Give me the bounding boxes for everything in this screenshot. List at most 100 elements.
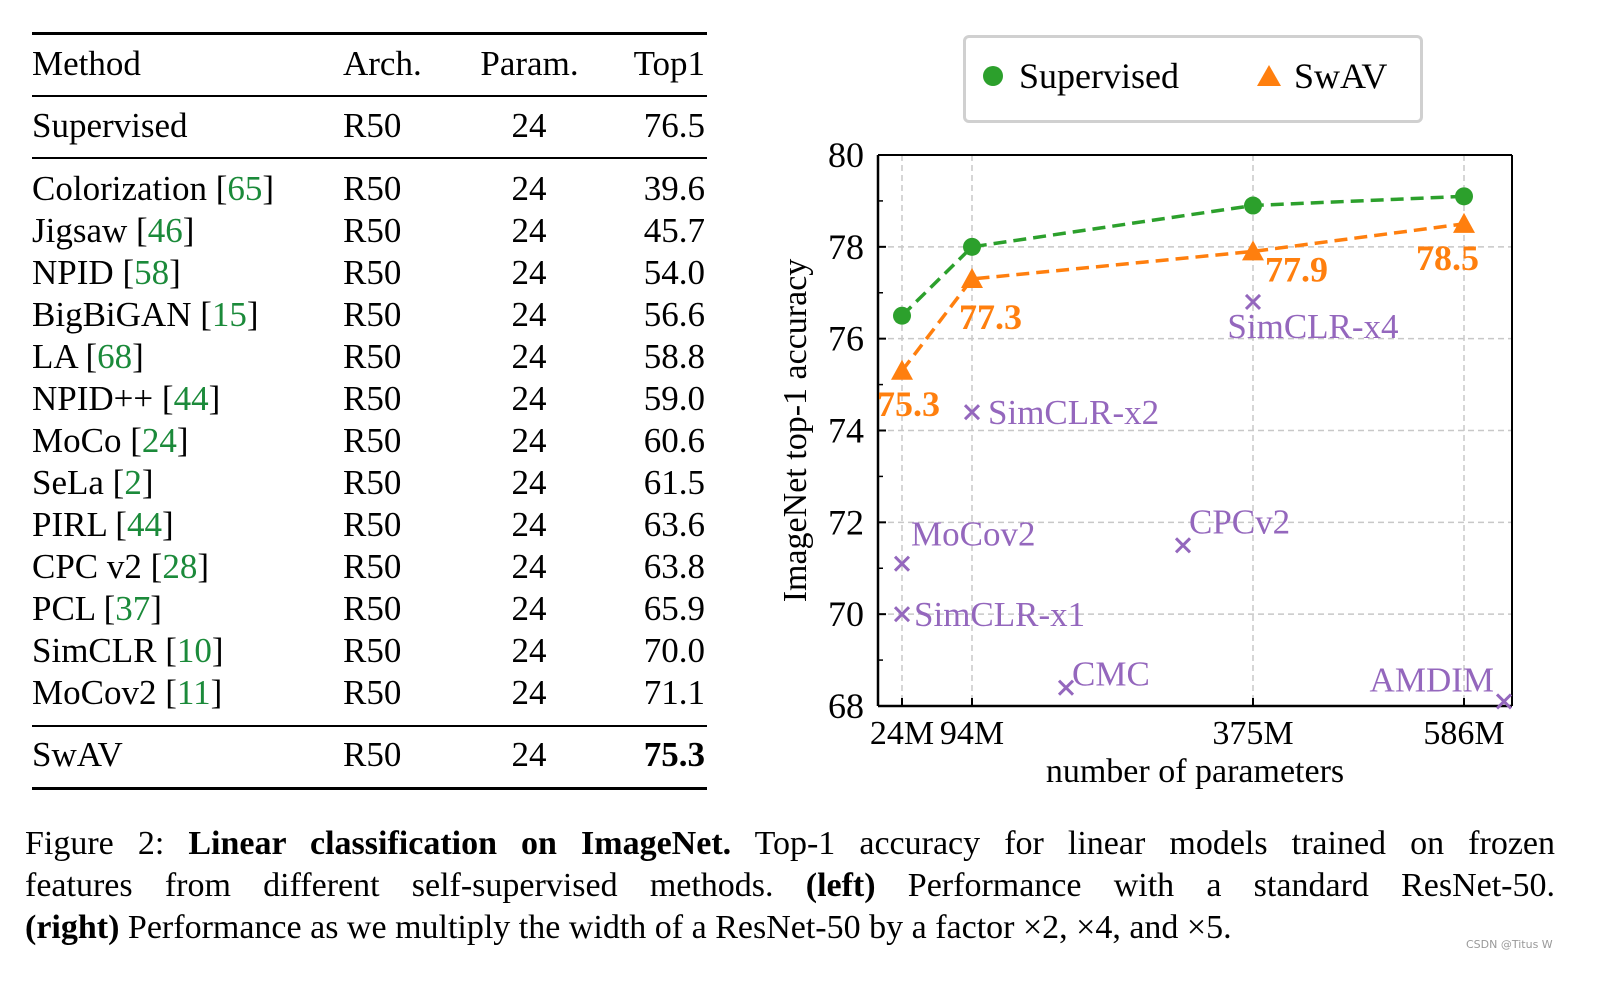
cell-arch: R50 bbox=[343, 379, 402, 418]
citation-link[interactable]: 46 bbox=[147, 211, 183, 250]
citation-link[interactable]: 10 bbox=[176, 631, 212, 670]
cell-method: BigBiGAN [15] bbox=[32, 295, 259, 334]
header-param: Param. bbox=[480, 44, 579, 83]
circle-marker-point bbox=[963, 237, 981, 256]
legend-swav: SwAV bbox=[1294, 56, 1388, 96]
citation-link[interactable]: 11 bbox=[176, 673, 211, 712]
cell-param: 24 bbox=[511, 169, 547, 208]
figure-caption: Figure 2: Linear classification on Image… bbox=[25, 823, 1555, 949]
legend-supervised: Supervised bbox=[1019, 56, 1179, 96]
x-tick-label: 586M bbox=[1423, 715, 1504, 752]
table-bottom-rule bbox=[32, 787, 707, 790]
series-line-supervised bbox=[900, 194, 1465, 317]
circle-marker-point bbox=[1455, 187, 1473, 206]
method-name: NPID++ bbox=[32, 379, 154, 418]
circle-marker-icon bbox=[983, 66, 1003, 86]
table-row: CPC v2 [28] R50 24 63.8 bbox=[32, 547, 707, 587]
citation-link[interactable]: 24 bbox=[141, 421, 177, 460]
cell-arch: R50 bbox=[343, 337, 402, 376]
cell-top1: 76.5 bbox=[643, 106, 705, 145]
citation-link[interactable]: 2 bbox=[124, 463, 142, 502]
table-row: Colorization [65] R50 24 39.6 bbox=[32, 169, 707, 209]
citation-link[interactable]: 37 bbox=[115, 589, 151, 628]
method-name: MoCo bbox=[32, 421, 122, 460]
table-header: Method Arch. Param. Top1 bbox=[32, 44, 707, 84]
x-tick-label: 24M bbox=[870, 715, 934, 752]
y-axis-label: ImageNet top-1 accuracy bbox=[777, 259, 814, 603]
x-tick-label: 375M bbox=[1212, 715, 1293, 752]
cell-method: SeLa [2] bbox=[32, 463, 154, 502]
cell-top1: 71.1 bbox=[643, 673, 705, 712]
cell-param: 24 bbox=[511, 673, 547, 712]
method-name: Jigsaw bbox=[32, 211, 128, 250]
cell-method: SwAV bbox=[32, 735, 123, 774]
cell-top1: 63.6 bbox=[643, 505, 705, 544]
watermark: CSDN @Titus W bbox=[1466, 938, 1553, 951]
cell-top1: 65.9 bbox=[643, 589, 705, 628]
cell-arch: R50 bbox=[343, 211, 402, 250]
citation-link[interactable]: 44 bbox=[126, 505, 162, 544]
table-row: MoCo [24] R50 24 60.6 bbox=[32, 421, 707, 461]
x-marker-point bbox=[893, 606, 911, 623]
table-row: SeLa [2] R50 24 61.5 bbox=[32, 463, 707, 503]
x-axis-label: number of parameters bbox=[1046, 753, 1344, 790]
citation-link[interactable]: 28 bbox=[162, 547, 198, 586]
caption-title: Linear classification on ImageNet. bbox=[188, 825, 732, 862]
triangle-marker-icon bbox=[1257, 65, 1281, 86]
x-marker-point bbox=[963, 404, 981, 421]
cell-top1: 63.8 bbox=[643, 547, 705, 586]
cell-method: NPID [58] bbox=[32, 253, 181, 292]
point-label: SimCLR-x2 bbox=[988, 393, 1159, 432]
triangle-marker-point bbox=[961, 267, 983, 288]
citation-link[interactable]: 15 bbox=[211, 295, 247, 334]
header-arch: Arch. bbox=[343, 44, 422, 83]
cell-top1: 54.0 bbox=[643, 253, 705, 292]
y-tick-label: 76 bbox=[828, 319, 864, 359]
series-line-swav bbox=[900, 222, 1465, 372]
chart-legend: Supervised SwAV bbox=[963, 35, 1423, 123]
x-tick-label: 94M bbox=[940, 715, 1004, 752]
header-top1: Top1 bbox=[633, 44, 705, 83]
method-name: NPID bbox=[32, 253, 114, 292]
table-row: SimCLR [10] R50 24 70.0 bbox=[32, 631, 707, 671]
cell-param: 24 bbox=[511, 589, 547, 628]
caption-text: features from different self-supervised … bbox=[25, 867, 806, 904]
caption-text: Top-1 accuracy for linear models trained… bbox=[731, 825, 1555, 862]
cell-method: SimCLR [10] bbox=[32, 631, 224, 670]
triangle-marker-point bbox=[1242, 240, 1264, 261]
table-row-ours: SwAV R50 24 75.3 bbox=[32, 735, 707, 775]
table-row: PIRL [44] R50 24 63.6 bbox=[32, 505, 707, 545]
method-name: LA bbox=[32, 337, 77, 376]
method-name: MoCov2 bbox=[32, 673, 157, 712]
table-row: PCL [37] R50 24 65.9 bbox=[32, 589, 707, 629]
cell-param: 24 bbox=[511, 505, 547, 544]
cell-arch: R50 bbox=[343, 169, 402, 208]
cell-param: 24 bbox=[511, 106, 547, 145]
cell-arch: R50 bbox=[343, 589, 402, 628]
table-row: BigBiGAN [15] R50 24 56.6 bbox=[32, 295, 707, 335]
data-label: 75.3 bbox=[877, 384, 940, 424]
cell-arch: R50 bbox=[343, 106, 402, 145]
data-label: 77.9 bbox=[1265, 249, 1328, 289]
cell-top1: 61.5 bbox=[643, 463, 705, 502]
point-label: SimCLR-x4 bbox=[1227, 307, 1398, 346]
cell-top1: 70.0 bbox=[643, 631, 705, 670]
citation-link[interactable]: 68 bbox=[97, 337, 133, 376]
cell-param: 24 bbox=[511, 547, 547, 586]
cell-top1: 45.7 bbox=[643, 211, 705, 250]
cell-arch: R50 bbox=[343, 735, 402, 774]
point-label: AMDIM bbox=[1370, 660, 1494, 699]
y-tick-label: 80 bbox=[828, 135, 864, 175]
cell-param: 24 bbox=[511, 253, 547, 292]
cell-method: LA [68] bbox=[32, 337, 144, 376]
citation-link[interactable]: 58 bbox=[134, 253, 170, 292]
citation-link[interactable]: 65 bbox=[227, 169, 263, 208]
point-label: MoCov2 bbox=[911, 515, 1035, 554]
method-name: SimCLR bbox=[32, 631, 157, 670]
citation-link[interactable]: 44 bbox=[173, 379, 209, 418]
x-marker-point bbox=[1495, 693, 1513, 710]
cell-method: MoCov2 [11] bbox=[32, 673, 223, 712]
point-label: CPCv2 bbox=[1189, 502, 1290, 541]
circle-marker-point bbox=[1244, 196, 1262, 215]
cell-method: PIRL [44] bbox=[32, 505, 174, 544]
